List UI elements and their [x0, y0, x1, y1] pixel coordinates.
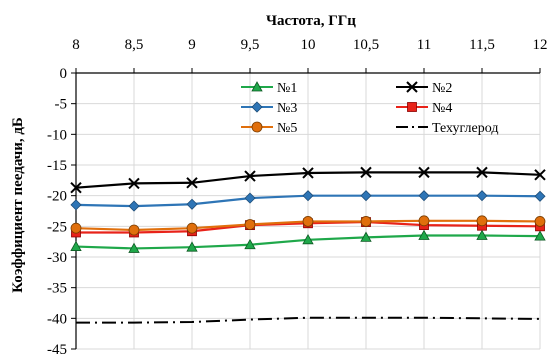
x-marker-stroke	[244, 170, 256, 182]
x-tick-label: 8	[72, 37, 80, 53]
data-point	[476, 229, 488, 240]
legend-item: №4	[396, 101, 452, 116]
y-tick-label: -5	[55, 97, 68, 113]
axes: Частота, ГГц Коэффициент пеедачи, дБ 0 -5…	[10, 13, 548, 356]
x-tick-label: 12	[533, 37, 548, 53]
x-tick-label: 8,5	[125, 37, 144, 53]
data-point	[302, 190, 314, 202]
data-point	[128, 242, 140, 253]
data-point	[244, 192, 256, 204]
data-point	[476, 166, 488, 179]
x-marker-stroke	[302, 167, 314, 179]
y-tick-label: -30	[47, 250, 67, 266]
legend-item: Техуглерод	[396, 121, 498, 136]
data-point	[302, 234, 314, 245]
data-point	[418, 229, 430, 240]
legend-item: №5	[241, 121, 297, 136]
data-point	[128, 200, 140, 212]
data-point	[534, 190, 546, 202]
legend-marker	[251, 81, 263, 92]
series-3	[70, 190, 546, 212]
x-axis-title: Частота, ГГц	[266, 13, 356, 29]
data-point	[186, 241, 198, 252]
legend-item: №2	[396, 81, 452, 96]
x-tick-label: 10	[301, 37, 316, 53]
data-point	[70, 240, 82, 251]
legend-label: №2	[432, 81, 452, 96]
data-point	[534, 169, 546, 181]
legend-label: Техуглерод	[432, 121, 498, 136]
y-tick-label: -20	[47, 189, 67, 205]
x-marker-stroke	[186, 177, 198, 189]
data-point	[70, 181, 82, 194]
series-2	[70, 166, 546, 194]
legend-marker	[251, 121, 263, 133]
y-tick-label: -25	[47, 219, 67, 235]
y-tick-label: -45	[47, 342, 67, 356]
data-point	[476, 190, 488, 202]
data-point	[186, 177, 198, 189]
data-point	[476, 215, 488, 227]
y-tick-label: 0	[60, 66, 68, 82]
data-point	[360, 231, 372, 242]
data-point	[302, 167, 314, 179]
legend-marker	[406, 81, 418, 93]
data-point	[70, 199, 82, 211]
x-marker-stroke	[534, 169, 546, 181]
data-point	[418, 190, 430, 202]
data-point	[244, 238, 256, 250]
x-marker-stroke	[476, 166, 488, 179]
data-point	[534, 216, 546, 227]
data-point	[128, 224, 140, 236]
y-tick-label: -10	[47, 127, 67, 143]
x-marker-stroke	[360, 166, 372, 179]
y-tick-label: -40	[47, 311, 67, 327]
legend-label: №4	[432, 101, 452, 116]
series-1	[70, 229, 546, 253]
data-point	[128, 177, 140, 190]
legend-label: №1	[277, 81, 297, 96]
legend-label: №3	[277, 101, 297, 116]
x-tick-label: 11	[417, 37, 431, 53]
legend: №1 №2 №3 №4 №5 Техуглерод	[241, 81, 498, 136]
legend-item: №3	[241, 101, 297, 116]
data-point	[418, 166, 430, 179]
data-point	[360, 190, 372, 202]
legend-label: №5	[277, 121, 297, 136]
data-point	[534, 230, 546, 241]
data-point	[418, 215, 430, 227]
x-tick-label: 9,5	[241, 37, 260, 53]
data-point	[186, 222, 198, 234]
grid	[75, 72, 541, 350]
legend-item: №1	[241, 81, 297, 96]
x-marker-stroke	[70, 181, 82, 194]
y-tick-label: -35	[47, 281, 67, 297]
series-5	[70, 215, 546, 236]
data-point	[360, 216, 372, 227]
y-axis-title: Коэффициент пеедачи, дБ	[10, 117, 26, 293]
data-point	[244, 219, 256, 230]
data-point	[186, 198, 198, 210]
legend-marker	[251, 101, 263, 113]
y-tick-label: -15	[47, 158, 67, 174]
data-point	[302, 216, 314, 227]
x-marker-stroke	[128, 177, 140, 190]
x-tick-label: 10,5	[353, 37, 379, 53]
legend-marker	[407, 102, 417, 112]
series-group	[70, 166, 546, 324]
data-point	[360, 166, 372, 179]
data-point	[244, 170, 256, 182]
data-point	[70, 222, 82, 234]
x-marker-stroke	[418, 166, 430, 179]
x-tick-label: 11,5	[469, 37, 495, 53]
x-marker-stroke	[406, 81, 418, 93]
x-tick-label: 9	[188, 37, 196, 53]
